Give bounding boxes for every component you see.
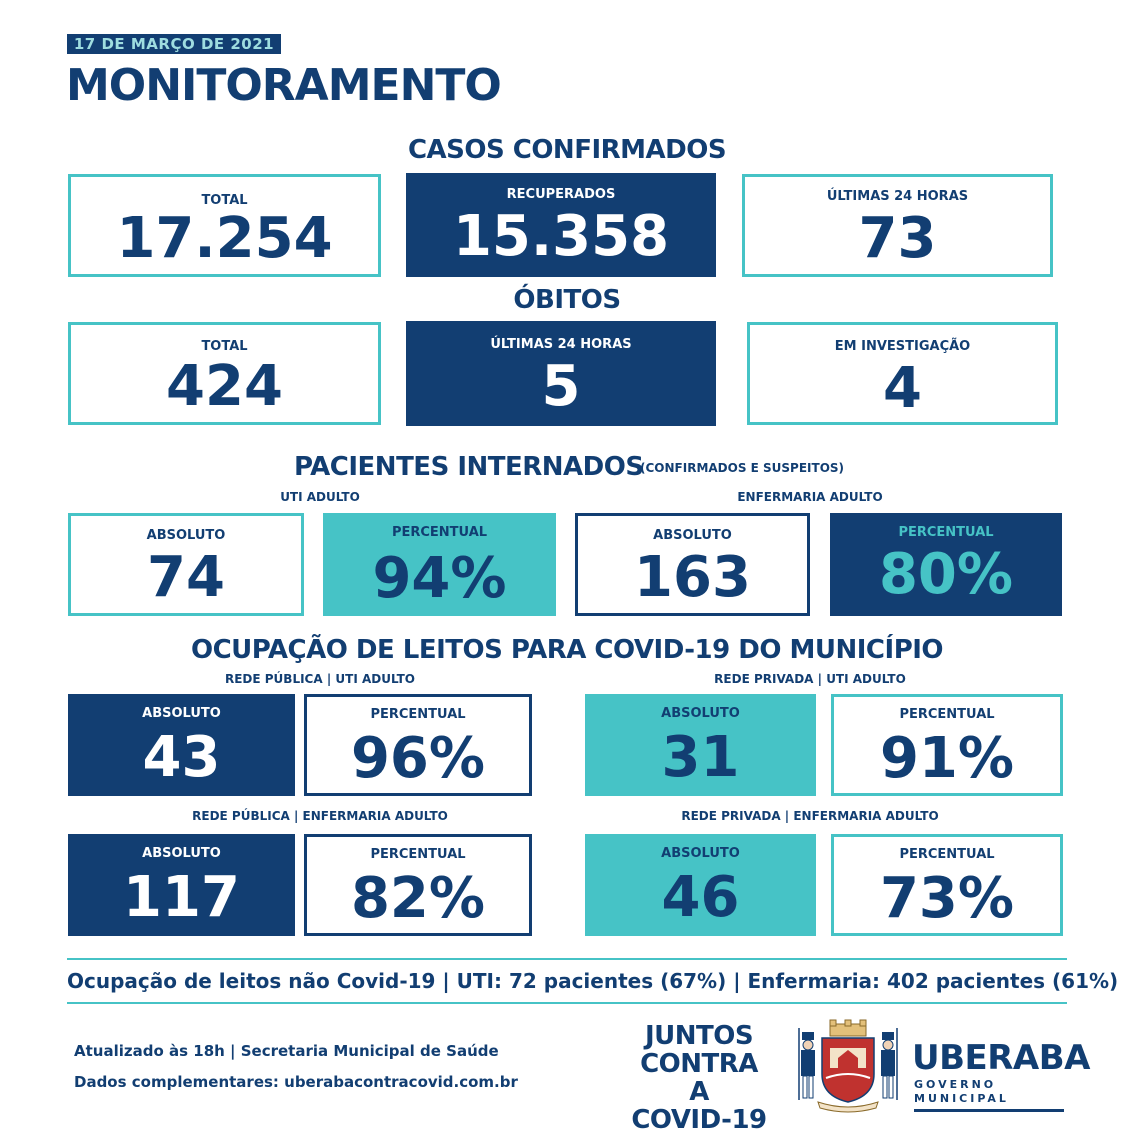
- internados-uti-label: UTI ADULTO: [280, 490, 360, 504]
- obitos-ultimas-card: ÚLTIMAS 24 HORAS 5: [406, 321, 716, 426]
- casos-total-card: TOTAL 17.254: [68, 174, 381, 277]
- internados-uti-abs-value: 74: [147, 545, 225, 610]
- internados-uti-pct-label: PERCENTUAL: [391, 525, 488, 540]
- obitos-ultimas-label: ÚLTIMAS 24 HORAS: [490, 337, 632, 352]
- casos-total-value: 17.254: [116, 206, 333, 271]
- casos-ultimas-card: ÚLTIMAS 24 HORAS 73: [742, 174, 1053, 277]
- pub-uti-label: REDE PÚBLICA | UTI ADULTO: [224, 672, 415, 686]
- priv-enf-abs-value: 46: [661, 865, 740, 930]
- priv-uti-label: REDE PRIVADA | UTI ADULTO: [714, 672, 906, 686]
- pub-uti-abs-label: ABSOLUTO: [142, 706, 221, 721]
- campaign-logo: JUNTOS CONTRA A COVID-19: [628, 1022, 770, 1134]
- casos-ultimas-label: ÚLTIMAS 24 HORAS: [826, 189, 969, 204]
- internados-title: PACIENTES INTERNADOS: [294, 452, 644, 482]
- priv-enf-label: REDE PRIVADA | ENFERMARIA ADULTO: [681, 809, 939, 823]
- internados-uti-pct-card: PERCENTUAL 94%: [323, 513, 556, 616]
- internados-enf-label: ENFERMARIA ADULTO: [737, 490, 883, 504]
- internados-uti-abs-card: ABSOLUTO 74: [68, 513, 304, 616]
- priv-enf-pct-label: PERCENTUAL: [899, 847, 995, 862]
- pub-enf-abs-value: 117: [123, 865, 240, 930]
- internados-uti-pct-value: 94%: [372, 546, 507, 611]
- casos-recuperados-value: 15.358: [452, 204, 670, 269]
- internados-subtitle: (CONFIRMADOS E SUSPEITOS): [640, 461, 845, 475]
- updated-text: Atualizado às 18h | Secretaria Municipal…: [74, 1042, 499, 1060]
- pub-enf-label: REDE PÚBLICA | ENFERMARIA ADULTO: [192, 809, 448, 823]
- priv-uti-abs-value: 31: [661, 725, 740, 790]
- pub-uti-pct-card: PERCENTUAL 96%: [304, 694, 532, 796]
- casos-recuperados-card: RECUPERADOS 15.358: [406, 173, 716, 277]
- priv-enf-pct-value: 73%: [879, 866, 1015, 931]
- ocupacao-title: OCUPAÇÃO DE LEITOS PARA COVID-19 DO MUNI…: [190, 635, 944, 665]
- pub-uti-pct-value: 96%: [350, 726, 486, 791]
- pub-enf-abs-card: ABSOLUTO 117: [68, 834, 295, 936]
- extra-data-text: Dados complementares: uberabacontracovid…: [74, 1073, 518, 1091]
- priv-uti-pct-card: PERCENTUAL 91%: [831, 694, 1063, 796]
- obitos-investigacao-value: 4: [883, 356, 922, 421]
- obitos-total-label: TOTAL: [201, 339, 248, 354]
- obitos-investigacao-label: EM INVESTIGAÇÃO: [834, 339, 971, 354]
- pub-enf-abs-label: ABSOLUTO: [142, 846, 221, 861]
- internados-enf-pct-card: PERCENTUAL 80%: [830, 513, 1062, 616]
- priv-uti-pct-label: PERCENTUAL: [899, 707, 995, 722]
- priv-uti-abs-card: ABSOLUTO 31: [585, 694, 816, 796]
- obitos-investigacao-card: EM INVESTIGAÇÃO 4: [747, 322, 1058, 425]
- internados-uti-abs-label: ABSOLUTO: [146, 528, 226, 543]
- campaign-line1: JUNTOS: [644, 1021, 754, 1051]
- priv-enf-abs-label: ABSOLUTO: [661, 846, 740, 861]
- casos-total-label: TOTAL: [201, 193, 248, 208]
- city-government: GOVERNO MUNICIPAL: [914, 1078, 1064, 1112]
- casos-title: CASOS CONFIRMADOS: [407, 135, 727, 165]
- internados-enf-abs-label: ABSOLUTO: [653, 528, 732, 543]
- campaign-line2: CONTRA A: [640, 1049, 758, 1107]
- priv-uti-pct-value: 91%: [879, 726, 1015, 791]
- pub-uti-abs-card: ABSOLUTO 43: [68, 694, 295, 796]
- obitos-ultimas-value: 5: [541, 354, 581, 419]
- pub-uti-pct-label: PERCENTUAL: [370, 707, 466, 722]
- priv-enf-pct-card: PERCENTUAL 73%: [831, 834, 1063, 936]
- obitos-title: ÓBITOS: [513, 285, 621, 315]
- internados-enf-abs-value: 163: [634, 545, 751, 610]
- internados-enf-pct-label: PERCENTUAL: [898, 525, 994, 540]
- priv-enf-abs-card: ABSOLUTO 46: [585, 834, 816, 936]
- casos-recuperados-label: RECUPERADOS: [506, 187, 616, 202]
- obitos-total-value: 424: [166, 354, 283, 419]
- coat-of-arms-icon: [796, 1018, 900, 1114]
- priv-uti-abs-label: ABSOLUTO: [661, 706, 740, 721]
- pub-uti-abs-value: 43: [142, 725, 221, 790]
- internados-enf-abs-card: ABSOLUTO 163: [575, 513, 810, 616]
- date-badge: 17 DE MARÇO DE 2021: [67, 34, 281, 54]
- pub-enf-pct-card: PERCENTUAL 82%: [304, 834, 532, 936]
- pub-enf-pct-label: PERCENTUAL: [370, 847, 466, 862]
- campaign-line3: COVID-19: [631, 1105, 767, 1135]
- nao-covid-summary: Ocupação de leitos não Covid-19 | UTI: 7…: [67, 958, 1118, 1004]
- city-name: UBERABA: [912, 1038, 1090, 1078]
- pub-enf-pct-value: 82%: [350, 866, 486, 931]
- casos-ultimas-value: 73: [858, 206, 937, 271]
- page-title: MONITORAMENTO: [66, 60, 502, 111]
- internados-enf-pct-value: 80%: [878, 542, 1014, 607]
- obitos-total-card: TOTAL 424: [68, 322, 381, 425]
